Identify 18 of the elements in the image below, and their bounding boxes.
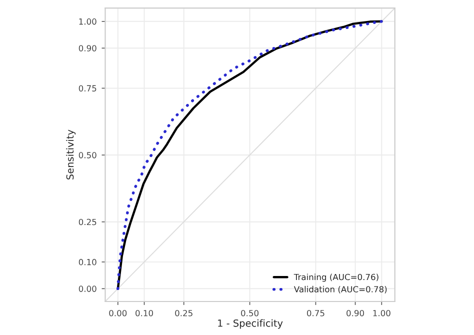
x-tick-label: 1.00: [373, 310, 390, 316]
legend-label: Training (AUC=0.76): [294, 274, 378, 282]
y-tick-label: 0.75: [78, 85, 96, 92]
y-tick-label: 1.00: [79, 18, 96, 25]
y-tick-label: 0.25: [78, 218, 96, 226]
x-tick-label: 0.50: [241, 310, 258, 316]
x-tick-label: 0.25: [175, 310, 192, 316]
y-tick-label: 0.90: [78, 45, 96, 52]
y-axis-title: Sensitivity: [66, 130, 76, 180]
y-tick-label: 0.00: [78, 286, 96, 292]
y-tick-label: 0.50: [78, 152, 96, 158]
y-tick-label: 0.10: [78, 258, 96, 266]
x-tick-label: 0.00: [109, 310, 127, 316]
x-axis-title: 1 - Specificity: [218, 319, 283, 329]
x-tick-label: 0.10: [136, 310, 153, 316]
legend-label: Validation (AUC=0.78): [294, 286, 387, 294]
x-tick-label: 0.75: [306, 310, 324, 316]
x-tick-label: 0.90: [346, 310, 364, 316]
